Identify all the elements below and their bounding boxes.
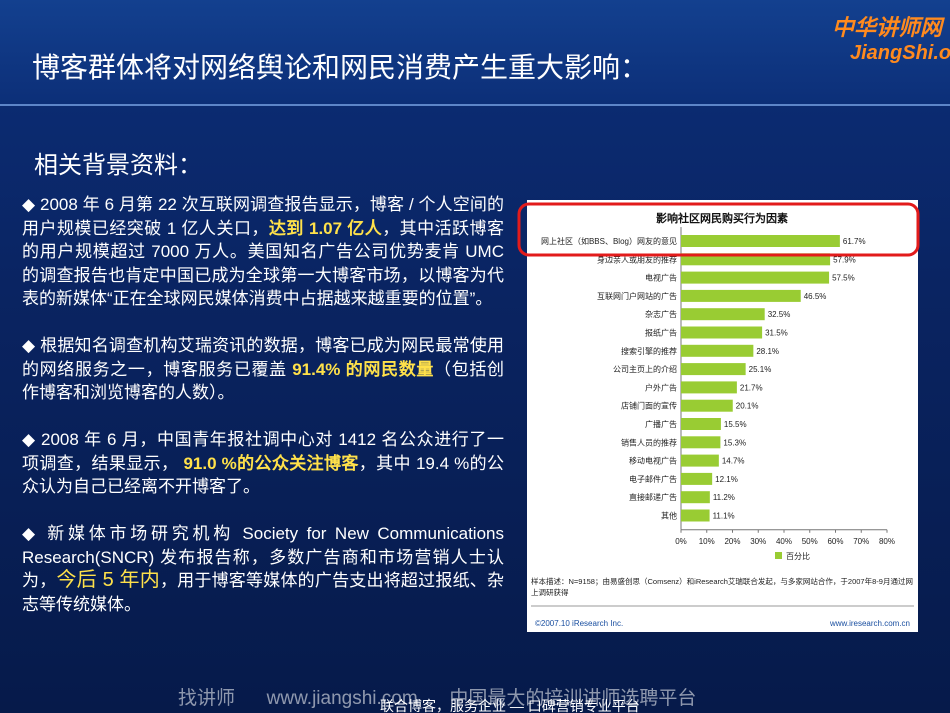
bar	[681, 253, 831, 266]
legend-label: 百分比	[786, 551, 810, 561]
text-block: ◆ 2008 年 6 月第 22 次互联网调查报告显示，博客 / 个人空间的用户…	[22, 193, 504, 640]
highlight-text: 达到 1.07 亿人	[268, 218, 383, 238]
value-label: 14.7%	[722, 457, 745, 466]
category-label: 广播广告	[645, 419, 677, 429]
bar	[681, 454, 719, 467]
value-label: 12.1%	[715, 475, 738, 484]
category-label: 杂志广告	[645, 309, 677, 319]
bar	[681, 289, 801, 302]
value-label: 28.1%	[756, 347, 779, 356]
highlight-text: 91.4% 的网民数量	[292, 359, 435, 379]
category-label: 其他	[661, 511, 677, 521]
x-tick-label: 70%	[853, 537, 869, 546]
value-label: 61.7%	[843, 237, 866, 246]
value-label: 25.1%	[749, 365, 772, 374]
value-label: 15.5%	[724, 420, 747, 429]
category-label: 店铺门面的宣传	[621, 401, 677, 411]
category-label: 电视广告	[645, 273, 677, 283]
value-label: 57.9%	[833, 255, 856, 264]
website: www.iresearch.com.cn	[829, 619, 910, 628]
legend-swatch	[775, 552, 782, 559]
highlight-text: 91.0 %的公众关注博客	[178, 453, 359, 473]
bar	[681, 472, 713, 485]
category-label: 搜索引擎的推荐	[621, 346, 677, 356]
value-label: 32.5%	[768, 310, 791, 319]
value-label: 20.1%	[736, 402, 759, 411]
highlight-text: 今后 5 年内	[56, 569, 160, 591]
bar	[681, 271, 830, 284]
x-tick-label: 0%	[675, 537, 687, 546]
title-bar	[0, 0, 950, 106]
value-label: 15.3%	[723, 438, 746, 447]
bar	[681, 509, 710, 522]
x-tick-label: 80%	[879, 537, 895, 546]
category-label: 报纸广告	[645, 328, 677, 338]
value-label: 11.1%	[713, 512, 735, 521]
value-label: 46.5%	[804, 292, 827, 301]
paragraph: ◆ 2008 年 6 月，中国青年报社调中心对 1412 名公众进行了一项调查，…	[22, 428, 504, 499]
category-label: 互联网门户网站的广告	[597, 291, 677, 301]
paragraph: ◆ 2008 年 6 月第 22 次互联网调查报告显示，博客 / 个人空间的用户…	[22, 193, 504, 311]
x-tick-label: 10%	[699, 537, 715, 546]
text: ，其中 19.4 %的公众认为自己已经离不开博客了。	[22, 453, 504, 497]
x-tick-label: 40%	[776, 537, 792, 546]
x-tick-label: 50%	[802, 537, 818, 546]
bar	[681, 436, 721, 449]
bar	[681, 344, 754, 357]
bar	[681, 381, 737, 394]
x-tick-label: 30%	[750, 537, 766, 546]
paragraph: ◆ 新媒体市场研究机构 Society for New Communicatio…	[22, 522, 504, 616]
bar	[681, 308, 765, 321]
text: ◆ 2008 年 6 月，中国青年报社调中心对 1412 名公众进行了一项调查，…	[22, 430, 504, 473]
category-label: 身边亲人或朋友的推荐	[597, 254, 677, 264]
slide-title: 博客群体将对网络舆论和网民消费产生重大影响：	[32, 52, 649, 83]
value-label: 11.2%	[713, 493, 735, 502]
bar	[681, 235, 840, 247]
chart-image: 影响社区网民购买行为因素 0% 10% 20% 30% 40% 50% 60% 70% 80% 网上…	[527, 200, 918, 632]
category-label: 公司主页上的介绍	[613, 364, 677, 374]
value-label: 31.5%	[765, 329, 788, 338]
x-tick-label: 20%	[724, 537, 740, 546]
bar	[681, 326, 763, 339]
category-label: 户外广告	[645, 382, 677, 392]
chart-title: 影响社区网民购买行为因素	[656, 211, 788, 225]
source: ©2007.10 iResearch Inc.	[535, 619, 623, 628]
chart-note: 样本描述：N=9158；由易盛创思（Comsenz）和iResearch艾瑞联合…	[531, 577, 913, 597]
bar	[681, 491, 710, 504]
bar	[681, 418, 721, 430]
x-tick-label: 60%	[827, 537, 843, 546]
category-label: 销售人员的推荐	[621, 437, 677, 447]
logo-url: JiangShi.or	[850, 42, 950, 64]
text: ，其中活跃博客的用户规模超过 7000 万人。美国知名广告公司优势麦肯 UMC …	[22, 218, 504, 309]
text: ◆ 新媒体市场研究机构 Society for New Communicatio…	[22, 524, 504, 590]
subtitle: 相关背景资料：	[34, 152, 202, 179]
category-label: 电子邮件广告	[629, 474, 677, 484]
category-label: 网上社区（如BBS、Blog）网友的意见	[541, 236, 677, 246]
category-label: 直接邮递广告	[629, 492, 677, 502]
watermark: 找讲师 www.jiangshi.com 中国最大的培训讲师选聘平台	[178, 688, 697, 709]
value-label: 21.7%	[740, 383, 763, 392]
text: ◆ 根据知名调查机构艾瑞资讯的数据，博客已成为网民最常使用的网络服务之一，博客服…	[22, 336, 504, 379]
category-label: 移动电视广告	[629, 456, 677, 466]
chart: 影响社区网民购买行为因素 0% 10% 20% 30% 40% 50% 60% 70% 80% 网上…	[531, 211, 914, 628]
text: （包括创作博客和浏览博客的人数）。	[22, 359, 505, 403]
text: ◆ 2008 年 6 月第 22 次互联网调查报告显示，博客 / 个人空间的用户…	[22, 195, 504, 238]
logo: 中华讲师网	[832, 15, 943, 40]
paragraph: ◆ 根据知名调查机构艾瑞资讯的数据，博客已成为网民最常使用的网络服务之一，博客服…	[22, 334, 504, 405]
bar	[681, 363, 746, 376]
text: ，用于博客等媒体的广告支出将超过报纸、杂志等传统媒体。	[22, 571, 504, 614]
value-label: 57.5%	[832, 274, 855, 283]
slogan: 联合博客，服务企业 — 口碑营销专业平台	[380, 698, 640, 713]
bar	[681, 399, 733, 412]
